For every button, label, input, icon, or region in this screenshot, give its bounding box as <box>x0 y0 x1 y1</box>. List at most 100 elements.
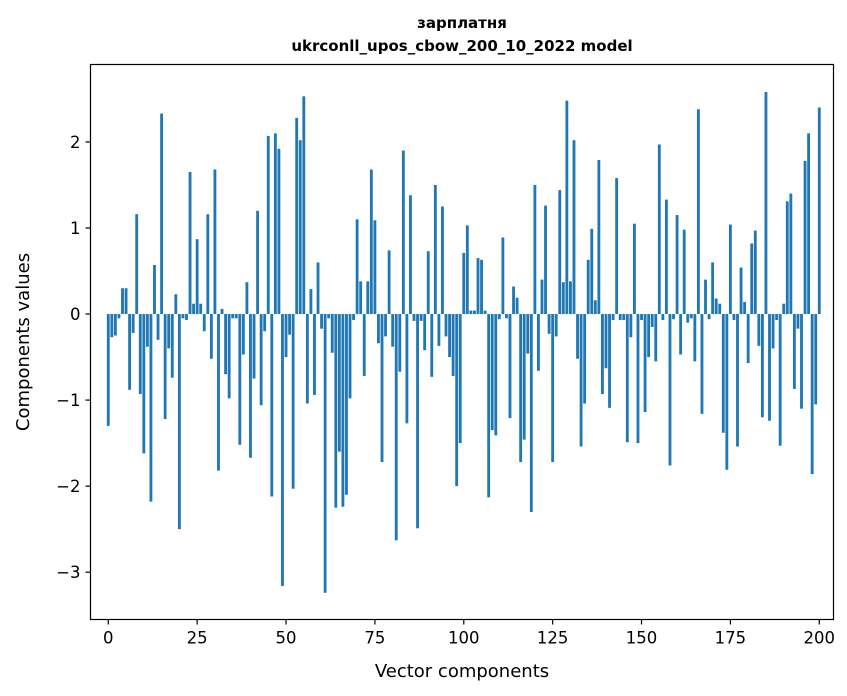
bar-68 <box>348 314 352 399</box>
bar-178 <box>739 267 743 315</box>
bar-118 <box>526 314 530 354</box>
bar-7 <box>131 314 135 333</box>
bar-108 <box>490 314 494 431</box>
bar-131 <box>572 140 576 315</box>
bar-75 <box>373 220 377 315</box>
x-tick-label: 0 <box>103 629 114 648</box>
bar-31 <box>217 314 220 471</box>
bar-84 <box>405 314 409 424</box>
bar-42 <box>256 210 259 315</box>
y-tick-label: 1 <box>70 219 81 238</box>
bar-143 <box>615 178 619 315</box>
bar-189 <box>778 314 782 446</box>
bar-55 <box>302 96 306 315</box>
bar-50 <box>284 314 288 358</box>
bar-112 <box>505 314 508 319</box>
bar-177 <box>736 314 739 447</box>
x-tick-label: 125 <box>537 629 569 648</box>
bar-14 <box>156 314 160 340</box>
bar-37 <box>238 314 242 445</box>
bar-141 <box>608 314 611 408</box>
bar-182 <box>753 230 757 315</box>
bar-78 <box>384 314 387 337</box>
bar-53 <box>295 117 299 315</box>
bar-130 <box>569 281 572 315</box>
bar-148 <box>633 223 636 315</box>
bar-200 <box>817 107 821 315</box>
bar-127 <box>558 190 562 315</box>
bar-120 <box>533 184 537 315</box>
bar-61 <box>323 314 327 593</box>
bar-100 <box>462 252 466 315</box>
bar-163 <box>686 314 690 323</box>
bar-123 <box>544 205 547 315</box>
x-tick-label: 50 <box>276 629 297 648</box>
bar-183 <box>757 314 761 346</box>
bar-114 <box>512 286 515 315</box>
bar-171 <box>714 298 718 315</box>
bar-197 <box>807 133 811 315</box>
bar-6 <box>128 314 132 390</box>
bar-88 <box>419 314 423 321</box>
bar-172 <box>718 303 722 315</box>
bar-58 <box>313 314 316 395</box>
bar-99 <box>458 314 462 444</box>
bar-38 <box>241 314 245 355</box>
x-tick-label: 200 <box>804 629 836 648</box>
bar-128 <box>561 282 565 315</box>
bar-162 <box>682 229 686 315</box>
bar-168 <box>704 279 707 315</box>
bar-45 <box>266 135 270 315</box>
bar-3 <box>117 314 121 319</box>
bar-15 <box>160 113 164 315</box>
bar-165 <box>693 314 697 362</box>
bar-173 <box>721 314 725 433</box>
bar-190 <box>782 303 786 315</box>
bar-65 <box>337 314 341 452</box>
bar-1 <box>110 314 114 338</box>
bar-90 <box>426 251 430 315</box>
bar-25 <box>195 239 199 315</box>
bar-85 <box>409 195 412 315</box>
bar-147 <box>629 314 633 338</box>
bar-19 <box>174 294 178 315</box>
chart-subtitle: ukrconll_upos_cbow_200_10_2022 model <box>291 37 632 55</box>
bar-149 <box>636 314 640 444</box>
bar-179 <box>743 301 747 315</box>
bar-188 <box>775 314 779 321</box>
bar-89 <box>423 314 427 351</box>
bar-73 <box>366 281 370 315</box>
chart-title: зарплатня <box>417 14 507 32</box>
bar-187 <box>771 314 775 349</box>
bar-57 <box>309 289 313 315</box>
x-tick-label: 100 <box>448 629 480 648</box>
bar-146 <box>625 314 629 443</box>
bar-74 <box>369 169 373 315</box>
bar-4 <box>121 288 124 315</box>
bar-156 <box>661 314 665 321</box>
bar-48 <box>277 148 281 315</box>
bar-126 <box>554 314 558 337</box>
bar-104 <box>476 258 480 315</box>
bar-47 <box>273 133 277 315</box>
bar-56 <box>305 314 309 404</box>
bar-64 <box>334 314 338 508</box>
bar-33 <box>224 314 228 375</box>
bar-21 <box>181 314 185 319</box>
bar-71 <box>359 281 363 315</box>
bar-24 <box>192 303 196 315</box>
bar-136 <box>590 228 594 315</box>
bar-92 <box>433 184 437 315</box>
bar-81 <box>394 314 398 541</box>
bar-115 <box>515 297 519 315</box>
bar-5 <box>124 288 128 315</box>
bar-39 <box>245 282 249 315</box>
bar-76 <box>377 314 380 344</box>
bar-62 <box>327 314 331 319</box>
bar-98 <box>455 314 459 487</box>
bar-66 <box>341 314 345 507</box>
bar-194 <box>796 314 800 329</box>
bar-175 <box>728 224 732 315</box>
bar-164 <box>689 314 693 319</box>
